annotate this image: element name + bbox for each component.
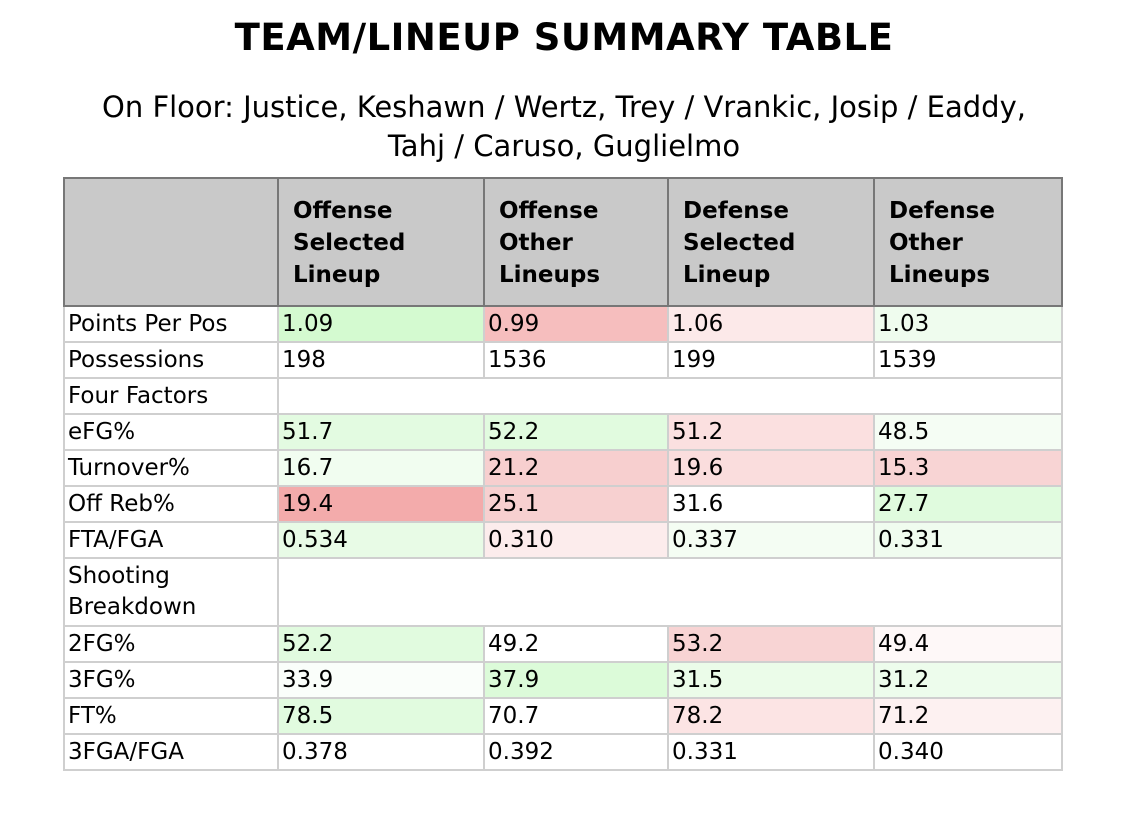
cell-defense-other: 71.2 xyxy=(873,697,1063,735)
cell-offense-selected: 33.9 xyxy=(277,661,485,699)
section-spacer xyxy=(277,377,1063,415)
subtitle-line-2: Tahj / Caruso, Guglielmo xyxy=(387,129,741,163)
cell-offense-other: 0.392 xyxy=(483,733,669,771)
row-label: 2FG% xyxy=(63,625,279,663)
cell-defense-other: 27.7 xyxy=(873,485,1063,523)
cell-offense-selected: 1.09 xyxy=(277,305,485,343)
row-label: FTA/FGA xyxy=(63,521,279,559)
table-row: 3FGA/FGA 0.378 0.392 0.331 0.340 xyxy=(63,733,1063,771)
row-label: eFG% xyxy=(63,413,279,451)
section-row: Four Factors xyxy=(63,377,1063,415)
section-spacer xyxy=(277,557,1063,627)
header-offense-selected: Offense Selected Lineup xyxy=(277,177,485,307)
cell-offense-selected: 198 xyxy=(277,341,485,379)
cell-defense-selected: 78.2 xyxy=(667,697,875,735)
cell-defense-other: 1539 xyxy=(873,341,1063,379)
cell-defense-other: 15.3 xyxy=(873,449,1063,487)
cell-defense-selected: 0.337 xyxy=(667,521,875,559)
cell-defense-selected: 31.6 xyxy=(667,485,875,523)
header-offense-other: Offense Other Lineups xyxy=(483,177,669,307)
section-label-shooting-breakdown: Shooting Breakdown xyxy=(63,557,279,627)
table-row: Turnover% 16.7 21.2 19.6 15.3 xyxy=(63,449,1063,487)
cell-offense-other: 21.2 xyxy=(483,449,669,487)
cell-defense-other: 48.5 xyxy=(873,413,1063,451)
section-label-four-factors: Four Factors xyxy=(63,377,279,415)
cell-defense-selected: 51.2 xyxy=(667,413,875,451)
cell-offense-other: 37.9 xyxy=(483,661,669,699)
cell-defense-selected: 19.6 xyxy=(667,449,875,487)
cell-offense-other: 49.2 xyxy=(483,625,669,663)
cell-defense-other: 1.03 xyxy=(873,305,1063,343)
header-defense-selected: Defense Selected Lineup xyxy=(667,177,875,307)
cell-defense-selected: 199 xyxy=(667,341,875,379)
table-row: Off Reb% 19.4 25.1 31.6 27.7 xyxy=(63,485,1063,523)
cell-defense-other: 0.331 xyxy=(873,521,1063,559)
table-row: FT% 78.5 70.7 78.2 71.2 xyxy=(63,697,1063,735)
cell-offense-selected: 0.378 xyxy=(277,733,485,771)
lineup-subtitle: On Floor: Justice, Keshawn / Wertz, Trey… xyxy=(0,88,1128,166)
cell-defense-selected: 53.2 xyxy=(667,625,875,663)
cell-defense-selected: 31.5 xyxy=(667,661,875,699)
subtitle-line-1: On Floor: Justice, Keshawn / Wertz, Trey… xyxy=(102,90,1026,124)
row-label: Possessions xyxy=(63,341,279,379)
cell-offense-selected: 52.2 xyxy=(277,625,485,663)
header-defense-other: Defense Other Lineups xyxy=(873,177,1063,307)
cell-offense-selected: 16.7 xyxy=(277,449,485,487)
table-row: 3FG% 33.9 37.9 31.5 31.2 xyxy=(63,661,1063,699)
cell-offense-other: 1536 xyxy=(483,341,669,379)
table-row: 2FG% 52.2 49.2 53.2 49.4 xyxy=(63,625,1063,663)
page-title: TEAM/LINEUP SUMMARY TABLE xyxy=(234,16,894,59)
cell-offense-other: 52.2 xyxy=(483,413,669,451)
row-label: 3FGA/FGA xyxy=(63,733,279,771)
cell-offense-other: 70.7 xyxy=(483,697,669,735)
cell-offense-selected: 78.5 xyxy=(277,697,485,735)
cell-defense-selected: 0.331 xyxy=(667,733,875,771)
table-row: Points Per Pos 1.09 0.99 1.06 1.03 xyxy=(63,305,1063,343)
header-row: Offense Selected Lineup Offense Other Li… xyxy=(63,177,1063,307)
cell-offense-selected: 51.7 xyxy=(277,413,485,451)
cell-offense-selected: 19.4 xyxy=(277,485,485,523)
row-label: Turnover% xyxy=(63,449,279,487)
table-row: eFG% 51.7 52.2 51.2 48.5 xyxy=(63,413,1063,451)
section-row: Shooting Breakdown xyxy=(63,557,1063,627)
header-empty xyxy=(63,177,279,307)
cell-offense-other: 0.310 xyxy=(483,521,669,559)
summary-table: Offense Selected Lineup Offense Other Li… xyxy=(63,177,1063,771)
cell-defense-other: 31.2 xyxy=(873,661,1063,699)
cell-offense-other: 0.99 xyxy=(483,305,669,343)
cell-offense-selected: 0.534 xyxy=(277,521,485,559)
cell-defense-selected: 1.06 xyxy=(667,305,875,343)
cell-offense-other: 25.1 xyxy=(483,485,669,523)
table-row: FTA/FGA 0.534 0.310 0.337 0.331 xyxy=(63,521,1063,559)
cell-defense-other: 0.340 xyxy=(873,733,1063,771)
row-label: Points Per Pos xyxy=(63,305,279,343)
row-label: 3FG% xyxy=(63,661,279,699)
cell-defense-other: 49.4 xyxy=(873,625,1063,663)
table-row: Possessions 198 1536 199 1539 xyxy=(63,341,1063,379)
row-label: Off Reb% xyxy=(63,485,279,523)
row-label: FT% xyxy=(63,697,279,735)
